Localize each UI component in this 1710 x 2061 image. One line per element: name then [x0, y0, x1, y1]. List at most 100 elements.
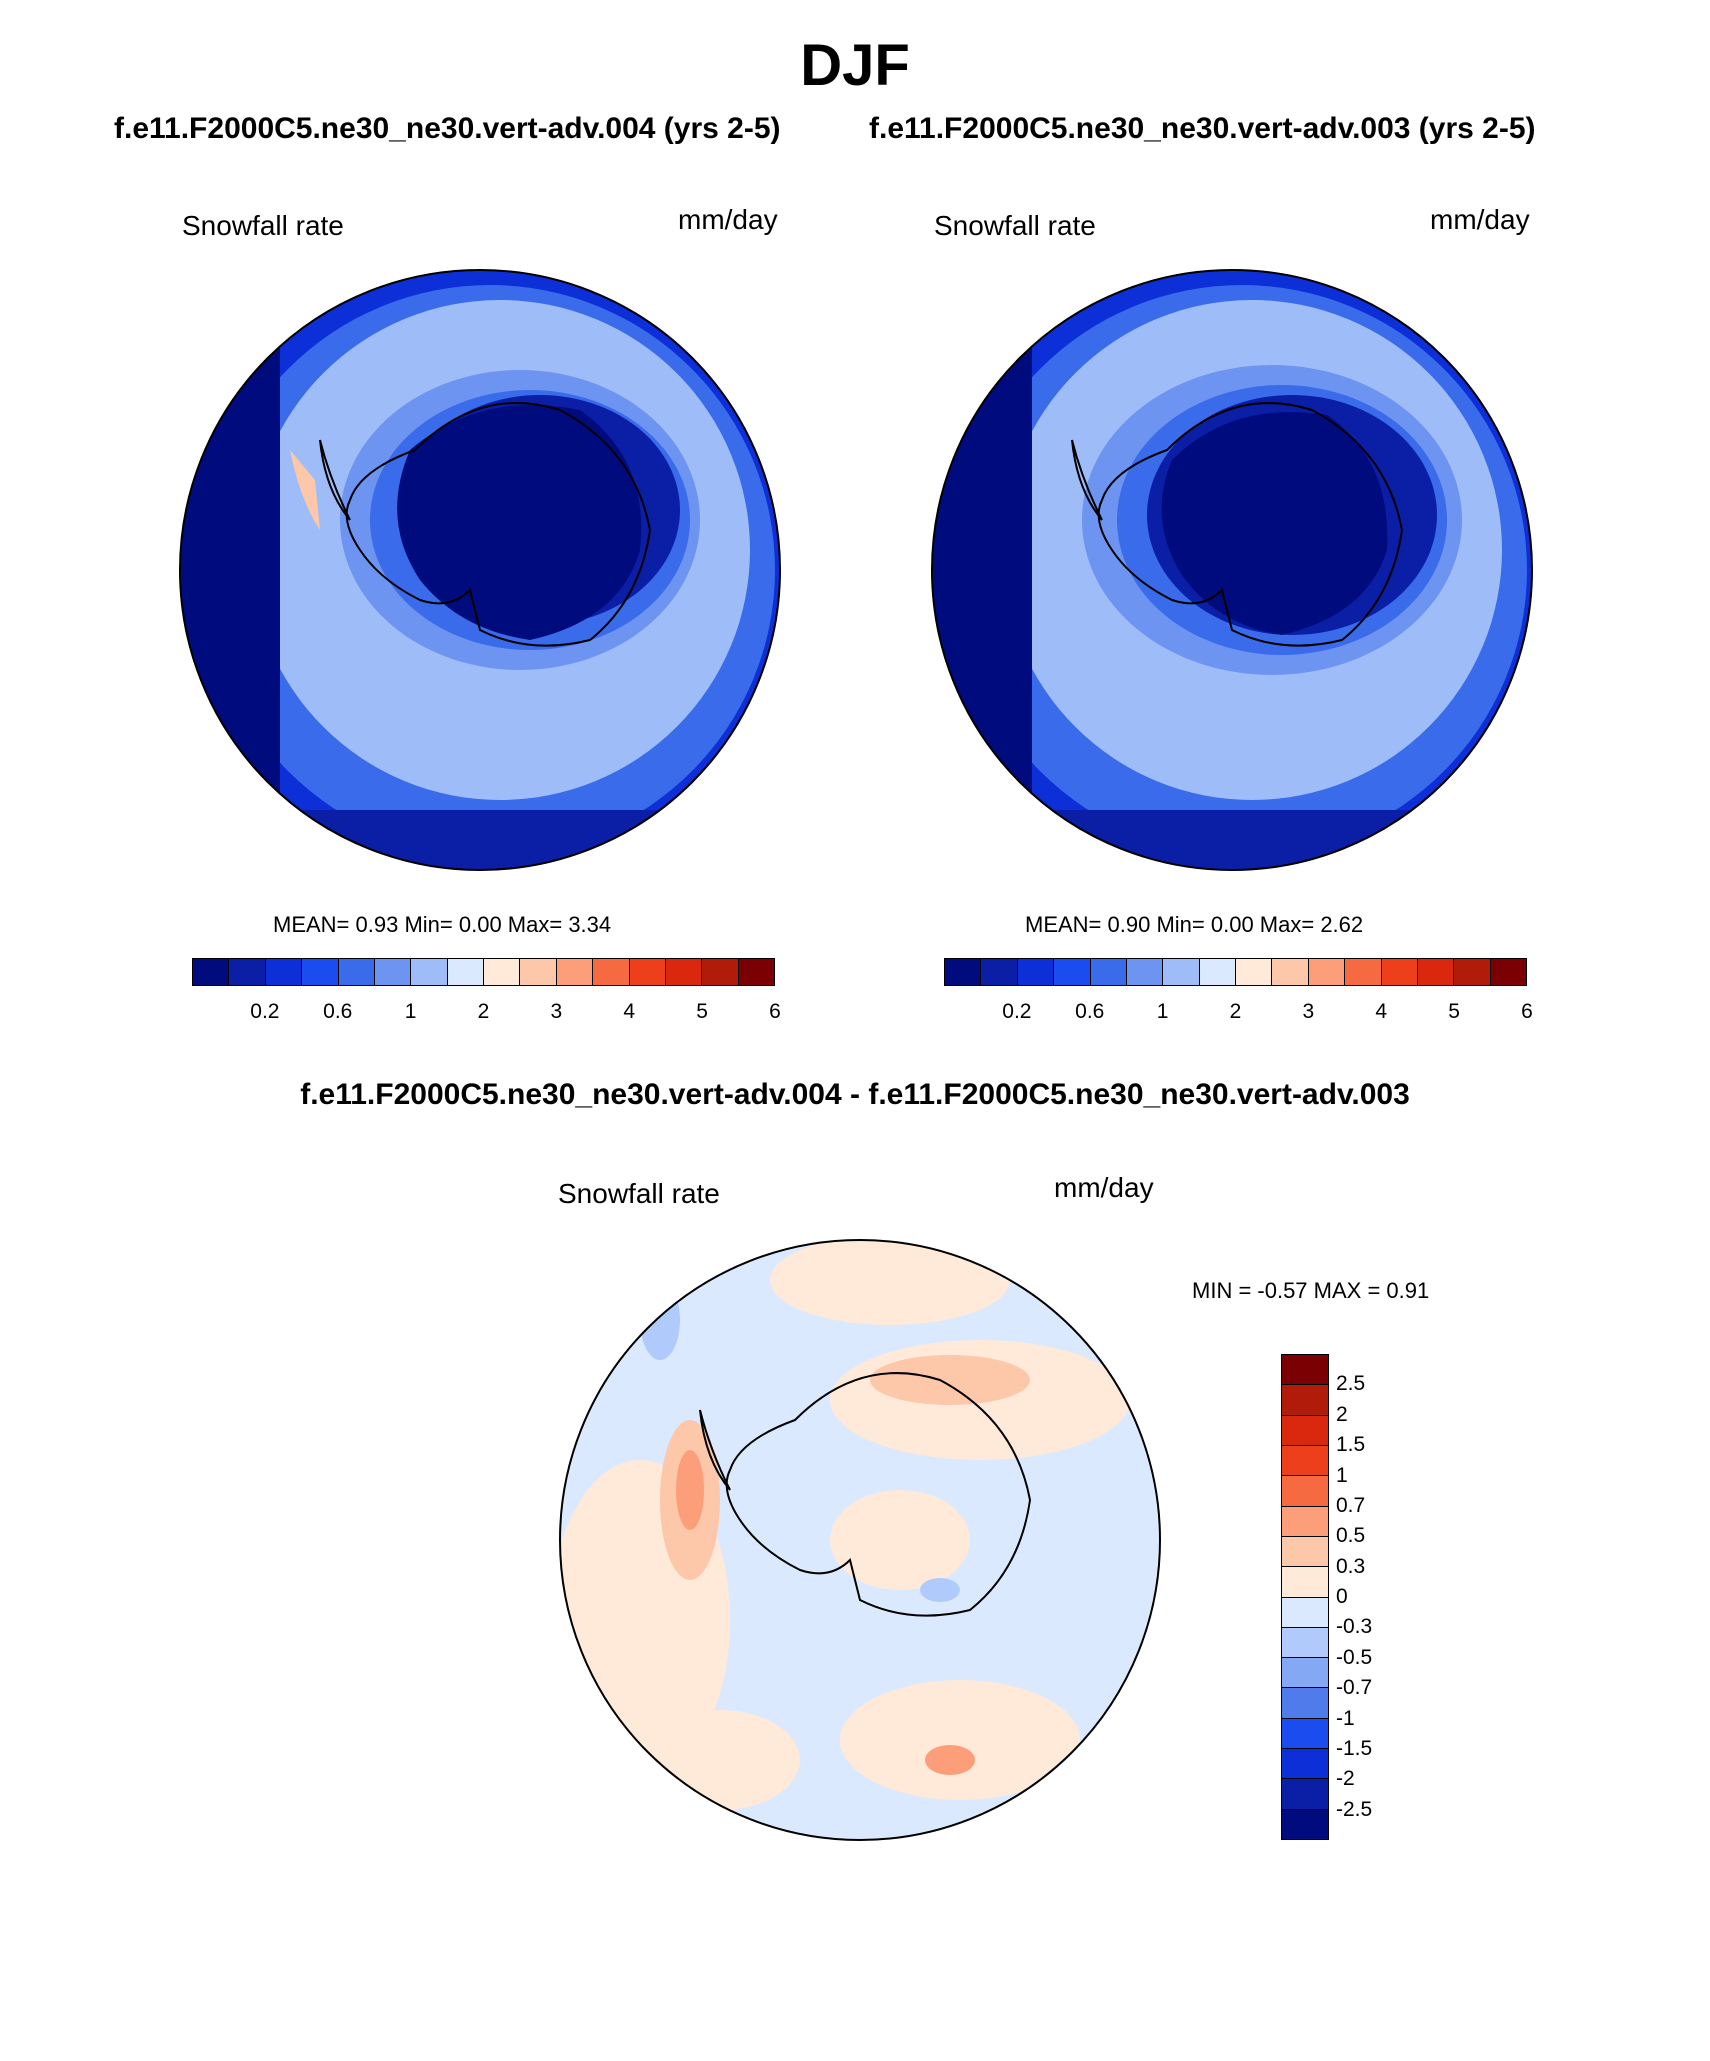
colorbar-difference-swatch: [1282, 1476, 1328, 1507]
colorbar-panel-2-swatch: [1236, 959, 1273, 985]
colorbar-panel-1-swatch: [520, 959, 557, 985]
colorbar-panel-2-swatch: [945, 959, 982, 985]
map-panel-difference: [559, 1239, 1161, 1841]
panel3-units-label: mm/day: [1054, 1172, 1154, 1203]
colorbar-difference-tick-label: -1.5: [1336, 1736, 1373, 1760]
colorbar-panel-1-ticks: 0.2 0.6 1 2 3 4 5 6: [192, 1000, 781, 1030]
colorbar-panel-2-tick-label: 4: [1375, 1000, 1388, 1023]
colorbar-panel-1-swatch: [193, 959, 230, 985]
colorbar-panel-2-swatch: [1163, 959, 1200, 985]
colorbar-difference-tick-label: 1.5: [1336, 1433, 1366, 1457]
panel2-stats: MEAN= 0.90 Min= 0.00 Max= 2.62: [1025, 912, 1364, 937]
colorbar-panel-2-tick-label: 0.6: [1075, 1000, 1105, 1023]
colorbar-difference-swatch: [1282, 1536, 1328, 1568]
colorbar-panel-2-tick-label: 5: [1448, 1000, 1460, 1023]
colorbar-difference-swatch: [1282, 1718, 1328, 1750]
map-panel-1: [179, 269, 781, 871]
colorbar-panel-2-swatch: [1454, 959, 1491, 985]
map-panel-2: [931, 269, 1533, 871]
colorbar-panel-1-swatch: [629, 959, 666, 985]
panel2-units-label: mm/day: [1430, 204, 1530, 235]
colorbar-difference-tick-label: -1: [1336, 1706, 1355, 1730]
colorbar-panel-1-swatch: [411, 959, 448, 985]
colorbar-panel-2-ticks: 0.2 0.6 1 2 3 4 5 6: [944, 1000, 1533, 1030]
colorbar-difference-swatch: [1282, 1597, 1328, 1628]
colorbar-difference-tick-label: -2: [1336, 1767, 1355, 1791]
colorbar-difference-swatch: [1282, 1688, 1328, 1719]
colorbar-difference-tick-label: -2.5: [1336, 1797, 1373, 1821]
colorbar-panel-1-tick-label: 0.6: [323, 1000, 353, 1023]
colorbar-panel-1-swatch: [593, 959, 630, 985]
colorbar-panel-1-tick-label: 4: [623, 1000, 636, 1023]
colorbar-panel-1-swatch: [556, 959, 594, 985]
figure-title: DJF: [800, 33, 910, 98]
colorbar-panel-1-tick-label: 2: [477, 1000, 490, 1023]
colorbar-panel-2-swatch: [1308, 959, 1346, 985]
colorbar-panel-2-swatch: [1490, 959, 1526, 985]
case1-title: f.e11.F2000C5.ne30_ne30.vert-adv.004 (yr…: [114, 112, 781, 145]
colorbar-difference-tick-label: -0.5: [1336, 1645, 1373, 1669]
colorbar-panel-2-swatch: [1199, 959, 1236, 985]
colorbar-panel-1-tick-label: 0.2: [250, 1000, 280, 1023]
colorbar-panel-2-swatch: [1126, 959, 1164, 985]
colorbar-panel-1-swatch: [302, 959, 339, 985]
colorbar-panel-2-tick-label: 3: [1302, 1000, 1315, 1023]
colorbar-difference-swatch: [1282, 1658, 1328, 1689]
colorbar-panel-1-swatch: [702, 959, 739, 985]
colorbar-difference-ticks: 2.5 2 1.5 1 0.7 0.5 0.3 0 -0.3 -0.5 -0.7 -1 -1.5 -2 -2…: [1336, 1354, 1416, 1840]
colorbar-difference-swatch: [1282, 1506, 1328, 1537]
colorbar-panel-2-swatch: [1054, 959, 1091, 985]
colorbar-difference-swatch: [1282, 1809, 1328, 1839]
colorbar-difference-swatch: [1282, 1415, 1328, 1446]
colorbar-panel-1-swatch: [738, 959, 774, 985]
colorbar-panel-2-swatch: [1417, 959, 1455, 985]
colorbar-difference-tick-label: 0.7: [1336, 1493, 1366, 1517]
colorbar-panel-2-swatch: [1090, 959, 1127, 985]
colorbar-difference-tick-label: -0.3: [1336, 1615, 1373, 1639]
colorbar-panel-2-tick-label: 0.2: [1002, 1000, 1032, 1023]
colorbar-difference-swatch: [1282, 1749, 1328, 1780]
colorbar-panel-1-tick-label: 3: [550, 1000, 563, 1023]
colorbar-difference-tick-label: 0.5: [1336, 1524, 1366, 1548]
panel1-variable-label: Snowfall rate: [182, 210, 344, 241]
colorbar-difference-swatch: [1282, 1567, 1328, 1598]
colorbar-panel-2-tick-label: 6: [1521, 1000, 1533, 1023]
colorbar-panel-1-tick-label: 1: [404, 1000, 417, 1023]
colorbar-panel-1-tick-label: 6: [769, 1000, 781, 1023]
colorbar-difference: [1281, 1354, 1329, 1840]
colorbar-difference-swatch: [1282, 1385, 1328, 1416]
colorbar-panel-2-tick-label: 1: [1156, 1000, 1169, 1023]
colorbar-panel-2: [944, 958, 1527, 986]
colorbar-panel-1-swatch: [338, 959, 375, 985]
colorbar-panel-1-swatch: [374, 959, 412, 985]
colorbar-panel-1-swatch: [229, 959, 266, 985]
panel3-stats: MIN = -0.57 MAX = 0.91: [1192, 1278, 1430, 1303]
difference-title: f.e11.F2000C5.ne30_ne30.vert-adv.004 - f…: [300, 1078, 1410, 1111]
colorbar-panel-2-swatch: [981, 959, 1018, 985]
colorbar-difference-swatch: [1282, 1355, 1328, 1386]
colorbar-panel-1-swatch: [265, 959, 303, 985]
case2-title: f.e11.F2000C5.ne30_ne30.vert-adv.003 (yr…: [869, 112, 1536, 145]
colorbar-difference-swatch: [1282, 1445, 1328, 1477]
colorbar-panel-1-swatch: [484, 959, 521, 985]
colorbar-difference-tick-label: 0.3: [1336, 1554, 1366, 1578]
panel2-variable-label: Snowfall rate: [934, 210, 1096, 241]
colorbar-difference-tick-label: 1: [1336, 1463, 1348, 1487]
colorbar-difference-swatch: [1282, 1779, 1328, 1810]
colorbar-panel-1-swatch: [665, 959, 703, 985]
colorbar-panel-2-tick-label: 2: [1229, 1000, 1242, 1023]
colorbar-difference-tick-label: 2: [1336, 1402, 1348, 1426]
colorbar-panel-2-swatch: [1381, 959, 1418, 985]
colorbar-panel-2-swatch: [1017, 959, 1055, 985]
colorbar-panel-1: [192, 958, 775, 986]
panel3-variable-label: Snowfall rate: [558, 1178, 720, 1209]
colorbar-difference-swatch: [1282, 1627, 1328, 1659]
colorbar-difference-tick-label: -0.7: [1336, 1676, 1373, 1700]
colorbar-panel-2-swatch: [1345, 959, 1382, 985]
colorbar-difference-tick-label: 2.5: [1336, 1372, 1366, 1396]
colorbar-difference-tick-label: 0: [1336, 1585, 1348, 1608]
panel1-units-label: mm/day: [678, 204, 778, 235]
colorbar-panel-2-swatch: [1272, 959, 1309, 985]
colorbar-panel-1-swatch: [447, 959, 484, 985]
colorbar-panel-1-tick-label: 5: [696, 1000, 708, 1023]
